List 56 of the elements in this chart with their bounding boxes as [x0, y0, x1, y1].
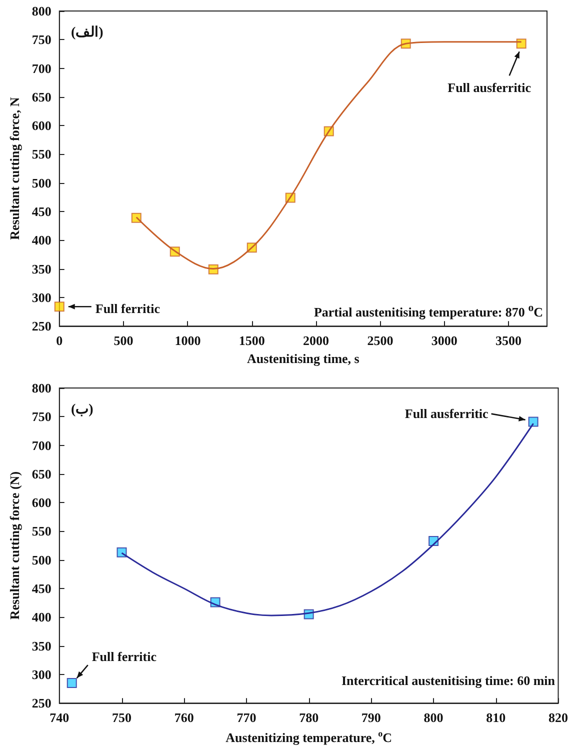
annotation: Partial austenitising temperature: 870 $^{o}$C: [314, 302, 543, 320]
y-tick-label: 500: [32, 175, 52, 190]
x-tick-label: 1000: [174, 333, 201, 348]
y-tick-label: 250: [32, 318, 52, 334]
x-tick-label: 800: [424, 710, 444, 726]
y-tick-label: 300: [32, 290, 52, 305]
x-tick-label: 790: [361, 710, 381, 726]
text: (ب): [71, 402, 94, 418]
x-tick-label: 1500: [238, 333, 265, 348]
x-tick-label: 500: [114, 333, 134, 348]
x-tick-label: 2000: [303, 333, 330, 348]
y-tick-label: 600: [32, 495, 52, 510]
x-tick-label: 760: [174, 710, 194, 726]
y-tick-label: 800: [32, 4, 52, 18]
text: (الف): [71, 26, 104, 40]
y-tick-label: 400: [32, 232, 52, 248]
y-tick-label: 700: [32, 438, 52, 453]
point: [66, 678, 77, 688]
y-tick-label: 750: [32, 409, 52, 424]
annotation: Full ausferritic: [404, 406, 488, 422]
x-tick-label: 740: [50, 710, 70, 726]
x-axis-title: Austenitising time, s: [247, 351, 360, 366]
annotation: Full ferritic: [92, 649, 156, 666]
annotation: Intercritical austenitising time: 60 min: [341, 673, 555, 689]
point: [528, 416, 538, 427]
y-tick-label: 650: [32, 466, 52, 482]
x-tick-label: 3000: [431, 333, 458, 348]
x-tick-label: 810: [486, 710, 506, 726]
y-tick-label: 350: [32, 638, 52, 654]
y-tick-label: 250: [32, 696, 52, 711]
x-tick-label: 3500: [496, 333, 522, 348]
y-axis-title: Resultant cutting force, N: [7, 96, 22, 240]
y-tick-label: 400: [32, 610, 52, 625]
x-tick-label: 780: [299, 710, 319, 726]
point: [54, 302, 64, 312]
y-tick-label: 600: [32, 118, 52, 134]
annotation: Full ausferritic: [448, 80, 532, 96]
x-tick-label: 820: [548, 710, 568, 726]
y-tick-label: 450: [32, 204, 52, 220]
y-axis-title: Resultant cutting force (N): [7, 471, 22, 620]
annotation: Full ferritic: [95, 300, 160, 317]
y-tick-label: 700: [32, 60, 52, 76]
y-tick-label: 650: [32, 89, 52, 104]
x-tick-label: 770: [236, 710, 256, 726]
x-tick-label: 750: [112, 710, 132, 726]
x-tick-label: 2500: [367, 333, 394, 348]
y-tick-label: 550: [32, 146, 52, 162]
x-tick-label: 0: [56, 333, 63, 348]
y-tick-label: 450: [32, 581, 52, 596]
y-tick-label: 500: [32, 552, 52, 568]
y-tick-label: 300: [32, 666, 52, 682]
point: [516, 38, 526, 49]
y-tick-label: 800: [32, 380, 52, 396]
y-tick-label: 550: [32, 524, 52, 539]
y-tick-label: 750: [32, 32, 52, 48]
y-tick-label: 350: [32, 261, 52, 276]
